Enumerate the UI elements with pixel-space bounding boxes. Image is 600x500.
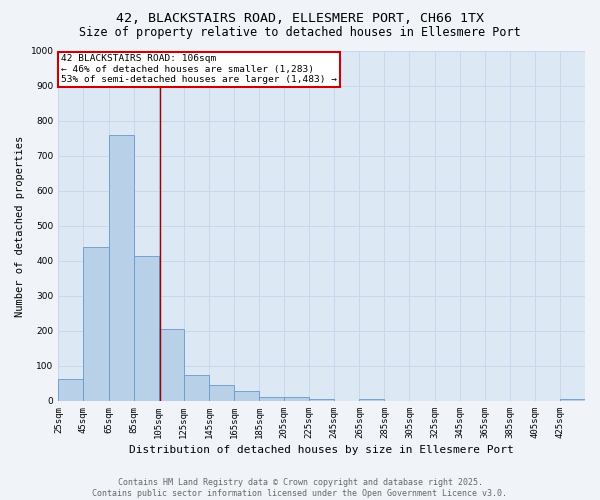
- Text: 42 BLACKSTAIRS ROAD: 106sqm
← 46% of detached houses are smaller (1,283)
53% of : 42 BLACKSTAIRS ROAD: 106sqm ← 46% of det…: [61, 54, 337, 84]
- Bar: [83, 247, 109, 401]
- Bar: [259, 396, 284, 401]
- Bar: [234, 391, 259, 401]
- Bar: [58, 379, 83, 401]
- Y-axis label: Number of detached properties: Number of detached properties: [15, 136, 25, 316]
- Bar: [159, 329, 184, 401]
- Bar: [109, 135, 134, 401]
- Bar: [309, 399, 334, 401]
- Bar: [209, 385, 234, 401]
- X-axis label: Distribution of detached houses by size in Ellesmere Port: Distribution of detached houses by size …: [130, 445, 514, 455]
- Text: Size of property relative to detached houses in Ellesmere Port: Size of property relative to detached ho…: [79, 26, 521, 39]
- Bar: [560, 399, 585, 401]
- Text: 42, BLACKSTAIRS ROAD, ELLESMERE PORT, CH66 1TX: 42, BLACKSTAIRS ROAD, ELLESMERE PORT, CH…: [116, 12, 484, 26]
- Text: Contains HM Land Registry data © Crown copyright and database right 2025.
Contai: Contains HM Land Registry data © Crown c…: [92, 478, 508, 498]
- Bar: [284, 398, 309, 401]
- Bar: [359, 399, 385, 401]
- Bar: [134, 256, 159, 401]
- Bar: [184, 374, 209, 401]
